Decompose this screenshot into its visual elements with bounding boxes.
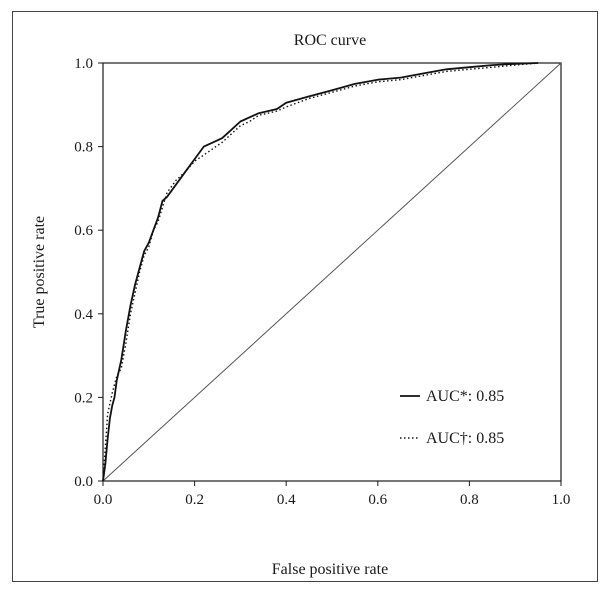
plot-frame xyxy=(102,62,562,482)
x-tick-label: 0.2 xyxy=(185,492,204,508)
roc-series-solid xyxy=(102,62,539,482)
y-tick-label: 0.8 xyxy=(74,140,93,156)
x-tick-label: 0.8 xyxy=(460,492,479,508)
y-axis-title: True positive rate xyxy=(31,216,48,328)
y-tick-label: 0.4 xyxy=(74,307,93,323)
y-tick-label: 0.0 xyxy=(74,474,93,490)
y-tick-label: 0.2 xyxy=(74,390,93,406)
x-axis-title: False positive rate xyxy=(272,561,388,578)
x-tick-label: 0.4 xyxy=(277,492,296,508)
roc-series-dotted xyxy=(102,62,539,482)
figure-border xyxy=(12,11,598,582)
reference-diagonal-line xyxy=(102,62,562,482)
legend-label: AUC*: 0.85 xyxy=(426,388,504,405)
plot-area: 0.0 0.2 0.4 0.6 0.8 1.0 0.0 0.2 0.4 0.6 0.8 1.0 AUC*… xyxy=(74,56,570,508)
chart-title: ROC curve xyxy=(294,32,366,49)
x-tick-label: 0.0 xyxy=(94,492,113,508)
y-tick-label: 0.6 xyxy=(74,223,93,239)
legend-label: AUC†: 0.85 xyxy=(426,430,504,447)
x-tick-label: 1.0 xyxy=(552,492,571,508)
x-tick-label: 0.6 xyxy=(368,492,387,508)
y-tick-label: 1.0 xyxy=(74,56,93,72)
